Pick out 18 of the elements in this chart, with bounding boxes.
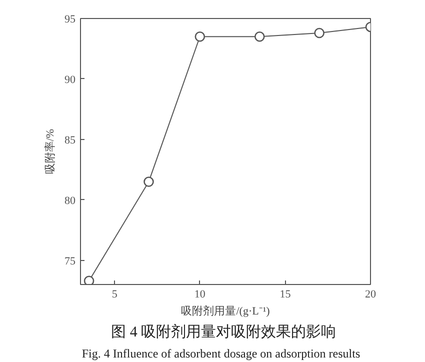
point [84, 276, 94, 284]
point [144, 176, 154, 187]
point [314, 28, 324, 38]
x-axis-title: 吸附剂用量/(g·L⁻¹) [181, 304, 270, 318]
text: 图 4 吸附剂用量对吸附效果的影响 [111, 324, 336, 340]
y-tick-label: 85 [64, 134, 76, 146]
y-tick-label: 90 [64, 74, 76, 86]
x-tick-label: 20 [365, 288, 376, 300]
y-tick-label: 80 [64, 194, 76, 207]
x-tick-label: 10 [194, 288, 206, 300]
point [194, 31, 206, 42]
point [254, 31, 265, 42]
y-tick-label: 95 [64, 14, 76, 26]
y-axis-title: 吸附率/% [44, 128, 56, 174]
x-tick-label: 5 [112, 288, 118, 300]
y-tick-label: 75 [64, 255, 76, 268]
text: Fig. 4 Influence of adsorbent dosage on adsorption results [82, 346, 360, 360]
x-tick-label: 15 [280, 288, 292, 300]
